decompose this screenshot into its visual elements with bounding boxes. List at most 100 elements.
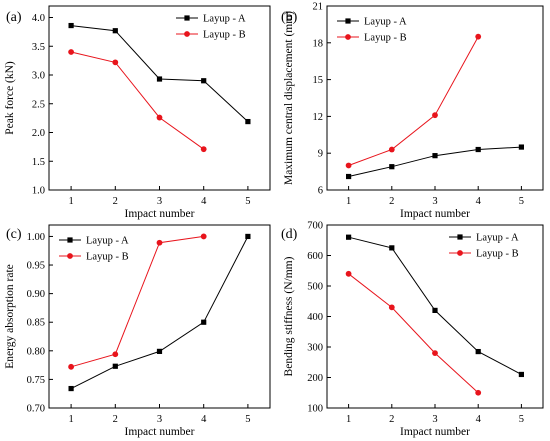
panel-d-layup-b-point — [432, 350, 438, 356]
panel-b-label: (b) — [281, 10, 298, 25]
panel-b-layup-b-line — [348, 36, 479, 166]
panel-b-layup-b-point — [388, 146, 395, 153]
panel-b-layup-a-point — [475, 146, 481, 153]
panel-d-y-tick-label: 300 — [307, 343, 323, 354]
panel-a-layup-b-point — [112, 59, 119, 66]
panel-d-layup-b-point — [475, 389, 482, 396]
panel-d-layup-a-point — [389, 245, 395, 251]
panel-a-layup-b-point — [200, 146, 207, 153]
panel-b-legend-layup-a-marker — [345, 18, 351, 24]
panel-c-layup-a-point — [245, 233, 251, 240]
panel-d-y-tick-label: 700 — [307, 221, 323, 232]
panel-d-label: (d) — [281, 227, 298, 242]
panel-a-x-axis-title: Impact number — [125, 208, 195, 220]
panel-d-legend-layup-a-label: Layup - A — [476, 233, 519, 244]
panel-a-legend-layup-b-label: Layup - B — [203, 30, 246, 41]
panel-c-legend-layup-b-marker — [67, 253, 73, 259]
panel-b-x-tick-label: 3 — [432, 196, 437, 207]
panel-a-y-tick-label: 3.5 — [32, 42, 45, 53]
panel-a-layup-a-point — [201, 78, 207, 84]
panel-c-y-tick-label: 0.80 — [27, 346, 45, 357]
panel-c-legend-layup-a-label: Layup - A — [86, 236, 129, 247]
panel-d-y-tick-label: 500 — [307, 282, 323, 293]
panel-c-y-tick-label: 0.75 — [27, 375, 45, 386]
panel-a-legend-layup-b-marker — [184, 31, 190, 37]
panel-c: (c) 1 2 3 4 5 0.70 0.75 0.80 0.85 0.90 0.95 1.00 Imp… — [4, 224, 271, 438]
panel-d-layup-a-point — [432, 307, 438, 313]
panel-d-x-tick-label: 1 — [346, 414, 351, 425]
panel-b-x-axis-title: Impact number — [400, 208, 470, 220]
panel-d-x-tick-label: 5 — [519, 414, 524, 425]
panel-d-legend-layup-b-label: Layup - B — [476, 249, 519, 260]
panel-d-y-tick-label: 200 — [307, 373, 323, 384]
panel-b-layup-b-point — [475, 33, 482, 40]
panel-c-x-axis-title: Impact number — [125, 426, 195, 438]
panel-a-x-tick-label: 4 — [201, 196, 207, 207]
panel-c-y-tick-label: 1.00 — [27, 232, 45, 243]
panel-b-layup-a-point — [518, 144, 524, 150]
panel-c-layup-a-point — [201, 319, 207, 325]
panel-d-x-tick-label: 4 — [476, 414, 482, 425]
panel-c-label: (c) — [6, 227, 22, 242]
panel-c-legend-layup-b-label: Layup - B — [86, 252, 129, 263]
panel-c-legend-layup-a-marker — [67, 237, 73, 243]
panel-b-x-tick-label: 5 — [519, 196, 524, 207]
panel-a-y-tick-label: 3.0 — [32, 71, 45, 82]
panel-d-x-axis-title: Impact number — [400, 426, 470, 438]
panel-c-layup-b-point — [112, 351, 119, 358]
panel-c-x-tick-label: 5 — [245, 414, 250, 425]
panel-a-layup-b-point — [156, 114, 163, 121]
panel-a-y-tick-label: 4.0 — [32, 13, 45, 24]
panel-c-layup-b-point — [68, 363, 74, 370]
panel-d-layup-a-point — [518, 371, 524, 378]
panel-a-legend-layup-a-marker — [184, 15, 190, 21]
panel-c-layup-b-line — [70, 235, 204, 368]
panel-c-x-tick-label: 2 — [113, 414, 118, 425]
panel-c-x-tick-label: 1 — [68, 414, 73, 425]
panel-d-layup-a-point — [475, 348, 481, 355]
panel-b-legend-layup-b-marker — [345, 34, 351, 40]
panel-d-y-axis-title: Bending stiffness (N/mm) — [283, 256, 295, 376]
panel-d-x-tick-label: 2 — [389, 414, 394, 425]
panel-c-y-tick-label: 0.90 — [27, 289, 45, 300]
panel-b-plot-frame — [326, 5, 544, 191]
panel-c-layup-b-point — [156, 239, 163, 246]
panel-b-y-tick-label: 6 — [318, 186, 323, 197]
panel-a-y-tick-label: 2.0 — [32, 128, 45, 139]
panel-b-x-tick-label: 2 — [389, 196, 394, 207]
panel-a-x-tick-label: 3 — [157, 196, 162, 207]
panel-c-layup-a-point — [156, 348, 163, 354]
panel-a-label: (a) — [6, 10, 22, 25]
panel-c-y-tick-label: 0.95 — [27, 261, 45, 272]
panel-c-layup-b-point — [200, 233, 207, 240]
panel-d: (d) 1 2 3 4 5 100 200 300 400 500 600 700 Impact num… — [281, 221, 544, 438]
panel-a-y-tick-label: 2.5 — [32, 99, 45, 110]
panel-a-y-tick-label: 1.0 — [32, 186, 45, 197]
panel-b-layup-a-point — [432, 153, 438, 159]
panel-b-layup-a-point — [346, 173, 352, 180]
panel-c-plot-frame — [48, 224, 271, 409]
panel-b-y-tick-label: 12 — [313, 112, 324, 123]
panel-a-layup-b-line — [70, 51, 204, 150]
panel-b-layup-a-line — [348, 146, 522, 177]
panel-d-layup-a-point — [346, 234, 352, 240]
panel-a-x-tick-label: 5 — [245, 196, 250, 207]
panel-d-y-tick-label: 400 — [307, 312, 323, 323]
panel-a-layup-a-point — [112, 28, 118, 34]
panel-b-y-tick-label: 21 — [313, 2, 324, 13]
panel-a-layup-b-point — [68, 49, 74, 55]
panel-b-layup-a-point — [389, 164, 395, 170]
panel-a: (a) 1 2 3 4 5 1.0 1.5 2.0 2.5 3.0 3.5 4.0 Impact num… — [4, 5, 271, 220]
panel-d-x-tick-label: 3 — [432, 414, 437, 425]
panel-b-x-tick-label: 1 — [346, 196, 351, 207]
panel-c-x-tick-label: 3 — [157, 414, 162, 425]
panel-b-layup-b-point — [345, 162, 352, 169]
panel-a-layup-a-point — [156, 76, 163, 82]
panel-b-legend-layup-b-label: Layup - B — [364, 33, 407, 44]
panel-a-layup-a-point — [245, 118, 251, 125]
panel-d-y-tick-label: 600 — [307, 251, 323, 262]
panel-c-y-tick-label: 0.85 — [27, 318, 45, 329]
panel-a-legend-layup-a-label: Layup - A — [203, 14, 246, 25]
